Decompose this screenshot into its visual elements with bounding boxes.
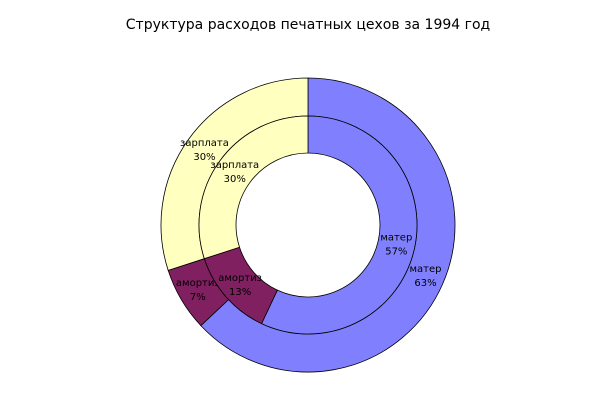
data-label-value: 63% [414,278,436,289]
data-label-category: матер [409,264,441,275]
data-label-value: 13% [229,287,251,298]
data-label-category: матер [380,233,412,244]
data-label-value: 57% [385,247,407,258]
data-label-category: зарплата [210,160,259,171]
chart-title: Структура расходов печатных цехов за 199… [126,17,490,33]
data-label-value: 7% [190,292,206,303]
data-label-category: амортиз [218,273,262,284]
data-label-category: зарплата [180,138,229,149]
data-label-category: амортиз [176,278,220,289]
data-label-value: 30% [224,174,246,185]
data-label-value: 30% [193,152,215,163]
doughnut-segment [198,115,309,260]
doughnut-segment [261,115,418,335]
